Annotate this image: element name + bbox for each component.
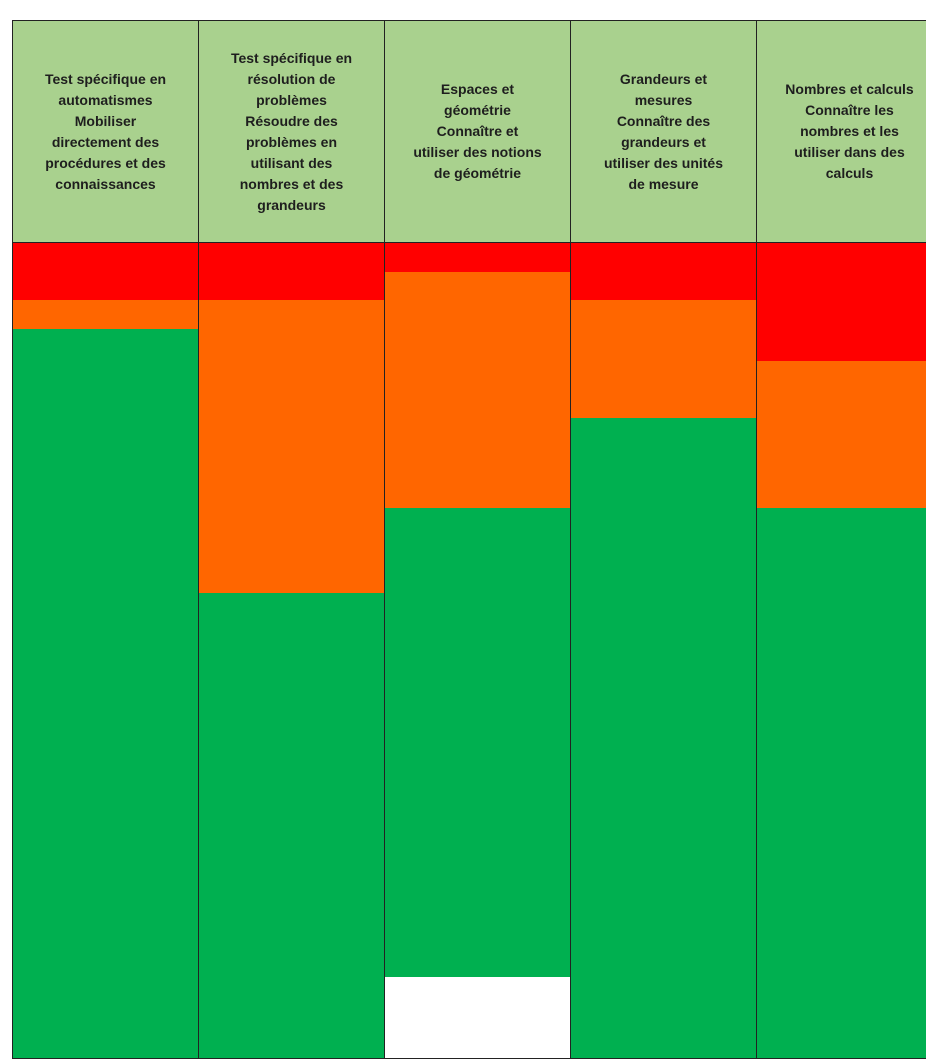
bar-segment	[571, 300, 756, 419]
column-body	[12, 243, 199, 1059]
header-text: automatismes	[58, 91, 153, 108]
header-text: Grandeurs et	[619, 70, 708, 87]
header-text: utiliser dans des	[794, 144, 905, 160]
header-text: nombres et des	[239, 175, 344, 192]
bar-segment	[571, 243, 756, 301]
header-text: Nombres et calculs	[785, 81, 914, 97]
header-text: Espaces et	[440, 81, 515, 97]
header-text: utiliser des unités	[603, 154, 724, 171]
bar-segment	[13, 300, 198, 329]
header-text: utiliser des notions	[413, 144, 542, 160]
bar-segment	[13, 243, 198, 301]
bar-segment	[385, 243, 570, 272]
bar-segment	[757, 361, 926, 508]
bar-segment	[13, 328, 198, 1058]
header-text: géométrie	[444, 102, 511, 118]
bar-segment	[199, 300, 384, 594]
bar-segment	[199, 243, 384, 301]
bar-segment	[385, 271, 570, 508]
header-text: Mobiliser	[74, 112, 137, 129]
header-text: grandeurs	[257, 196, 326, 213]
column-header: Test spécifique en résolution de problèmes…	[198, 20, 385, 243]
header-text: Connaître les	[805, 102, 894, 118]
header-text: Résoudre des	[245, 112, 338, 129]
column-header: Espaces et géométrie Connaître et utiliser …	[384, 20, 571, 243]
header-text: utilisant des	[250, 154, 333, 171]
column-header: Grandeurs et mesures Connaître des grandeur…	[570, 20, 757, 243]
bar-segment	[757, 507, 926, 1058]
header-text: connaissances	[55, 175, 156, 192]
header-text: Connaître et	[436, 123, 519, 139]
column-body	[198, 243, 385, 1059]
column-body	[384, 243, 571, 1059]
header-text: directement des	[51, 133, 160, 150]
bar-segment	[385, 507, 570, 977]
header-text: problèmes en	[245, 133, 338, 150]
header-text: problèmes	[256, 91, 327, 108]
header-text: Connaître des	[616, 112, 711, 129]
column-body	[756, 243, 926, 1059]
header-text: procédures et des	[45, 154, 166, 171]
bar-segment	[199, 593, 384, 1058]
header-text: de mesure	[628, 175, 699, 192]
header-text: Test spécifique en	[44, 70, 167, 87]
column-header: Nombres et calculs Connaître les nombres e…	[756, 20, 926, 243]
header-text: grandeurs et	[621, 133, 706, 150]
bar-segment	[571, 418, 756, 1058]
column-body	[570, 243, 757, 1059]
header-text: mesures	[634, 91, 693, 108]
header-text: Test spécifique en	[230, 49, 353, 66]
bar-segment	[757, 243, 926, 362]
header-text: de géométrie	[433, 165, 522, 181]
header-text: nombres et les	[800, 123, 899, 139]
header-text: calculs	[825, 165, 874, 181]
column-header: Test spécifique en automatismes Mobiliser d…	[12, 20, 199, 243]
header-text: résolution de	[247, 70, 336, 87]
